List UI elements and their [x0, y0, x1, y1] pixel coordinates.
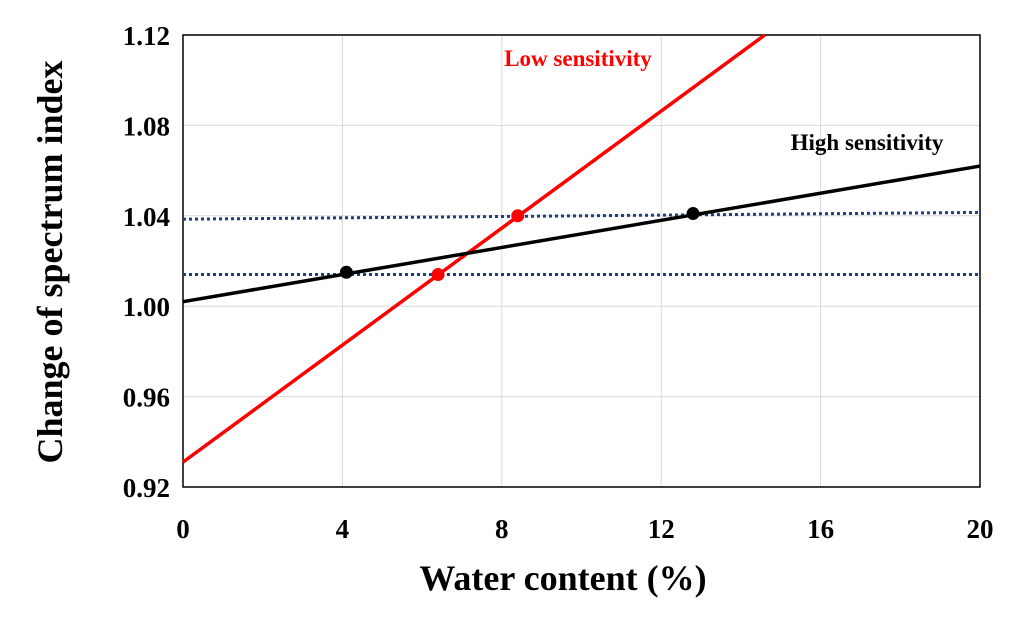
plot-area-frame	[182, 34, 981, 488]
data-point-low-sensitivity	[431, 268, 445, 282]
x-tick-label: 16	[807, 514, 834, 544]
y-tick-label: 0.92	[123, 473, 170, 503]
x-axis-title: Water content (%)	[419, 558, 706, 598]
y-tick-label: 0.96	[123, 383, 170, 413]
x-tick-label: 20	[967, 514, 994, 544]
y-tick-label: 1.12	[123, 21, 170, 51]
data-points	[339, 207, 700, 282]
reference-line-dotted-0	[182, 210, 981, 221]
grid	[182, 34, 981, 488]
reference-lines	[182, 210, 981, 277]
y-tick-label: 1.00	[123, 292, 170, 322]
series-line-low-sensitivity	[181, 33, 766, 464]
y-axis-title: Change of spectrum index	[30, 61, 70, 464]
data-point-high-sensitivity	[686, 207, 700, 221]
series-label-low-sensitivity: Low sensitivity	[504, 46, 652, 71]
series-lines	[181, 33, 981, 464]
series-label-high-sensitivity: High sensitivity	[791, 130, 944, 155]
data-point-high-sensitivity	[339, 265, 353, 279]
series-line-high-sensitivity	[182, 164, 981, 304]
data-point-low-sensitivity	[511, 209, 525, 223]
x-tick-label: 8	[495, 514, 509, 544]
y-tick-label: 1.04	[123, 202, 170, 232]
x-tick-label: 0	[176, 514, 190, 544]
x-tick-label: 4	[336, 514, 350, 544]
x-tick-label: 12	[648, 514, 675, 544]
y-tick-label: 1.08	[123, 111, 170, 141]
tick-labels: 0 4 8 12 16 20 0.92 0.96 1.00 1.04 1.08 1.12	[123, 21, 994, 544]
